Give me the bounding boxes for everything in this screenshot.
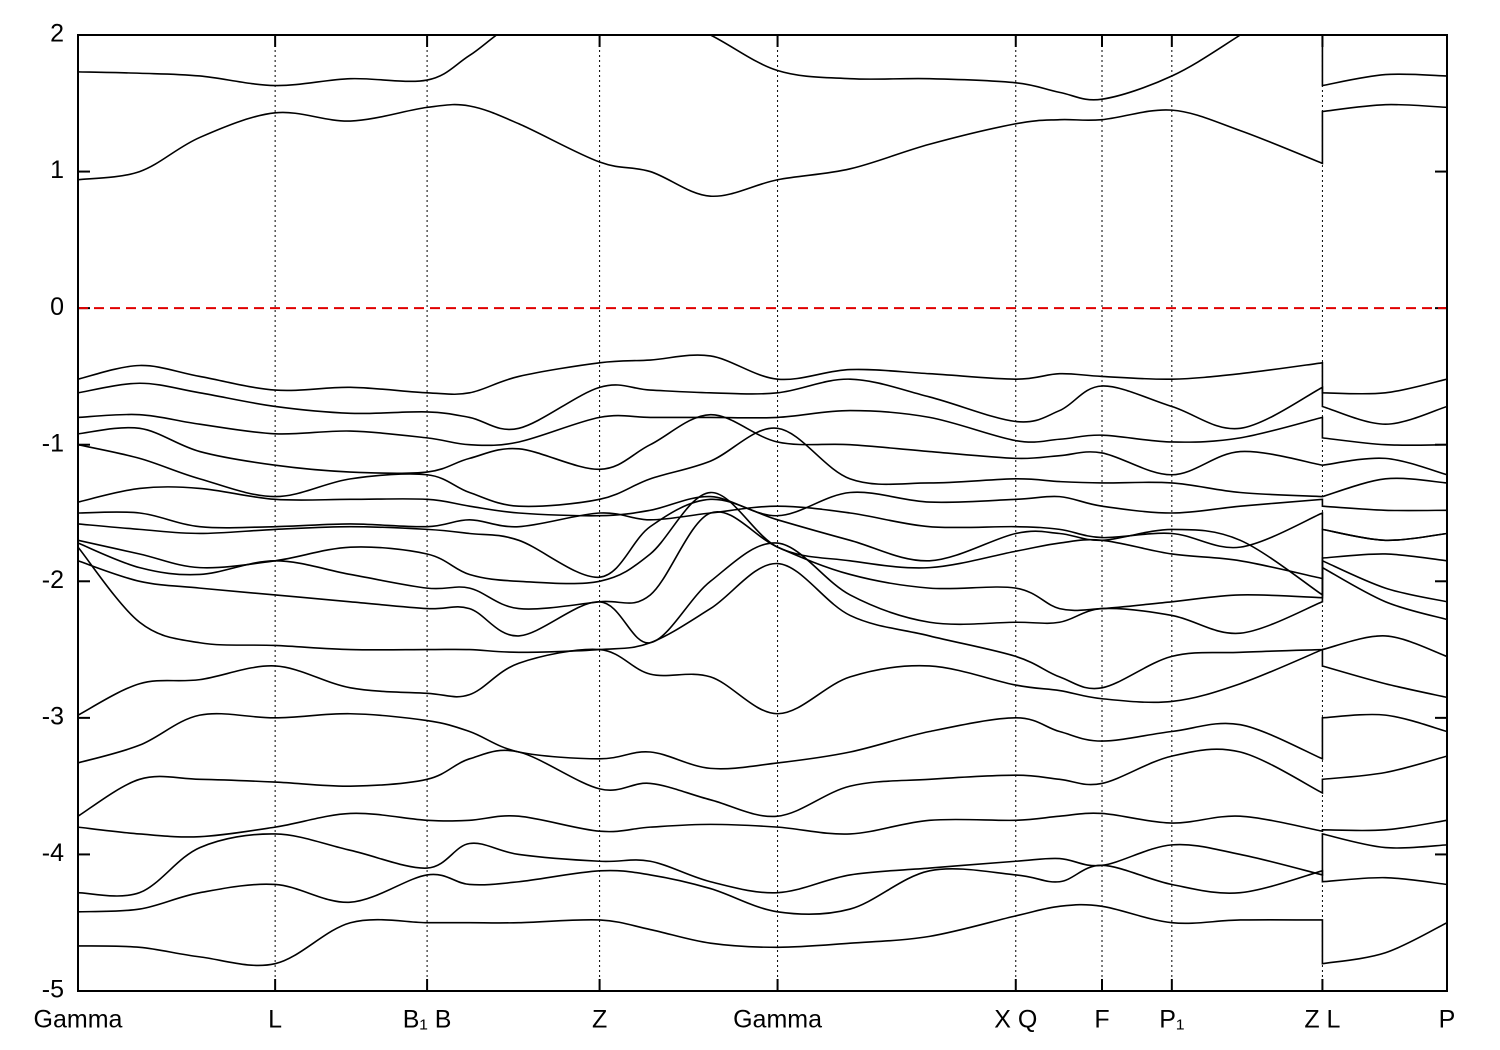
band-line (78, 354, 1447, 396)
band-line (78, 486, 1447, 517)
x-tick-label: L (268, 1006, 282, 1034)
band-line (78, 510, 1447, 612)
band-line (78, 103, 1447, 197)
band-line (78, 427, 1447, 508)
band-line (78, 409, 1447, 447)
x-tick-label: Gamma (34, 1006, 123, 1034)
y-tick-label: 1 (50, 156, 64, 184)
y-tick-label: 0 (50, 293, 64, 321)
x-tick-label: B₁ B (403, 1006, 452, 1034)
plot-frame (77, 34, 1448, 992)
band-line (78, 546, 1447, 690)
band-line (78, 712, 1447, 770)
axis-labels: -5 -4 -3 -2 -1 0 1 2 Gamma L B₁ B Z Gamma X Q F P₁ Z L P (34, 20, 1456, 1034)
band-line (78, 864, 1447, 916)
y-tick-label: -2 (42, 566, 64, 594)
band-line (78, 378, 1447, 431)
bands (78, 35, 1447, 967)
band-line (78, 832, 1447, 897)
y-tick-label: 2 (50, 20, 64, 48)
x-tick-label: P (1439, 1006, 1456, 1034)
band-line (78, 491, 1447, 585)
x-tick-label: Z L (1304, 1006, 1340, 1034)
x-tick-label: X Q (994, 1006, 1037, 1034)
band-line (78, 903, 1447, 967)
band-line (78, 35, 1447, 101)
band-line (78, 648, 1447, 716)
band-line (78, 812, 1447, 838)
band-line (78, 748, 1447, 818)
y-tick-label: -5 (42, 976, 64, 1004)
y-tick-label: -4 (42, 839, 64, 867)
band-line (78, 413, 1447, 476)
band-line (78, 498, 1447, 597)
y-tick-label: -3 (42, 702, 64, 730)
x-tick-label: F (1094, 1006, 1109, 1034)
y-tick-label: -1 (42, 429, 64, 457)
x-tick-label: Z (592, 1006, 607, 1034)
band-line (78, 542, 1447, 644)
x-tick-label: Gamma (733, 1006, 822, 1034)
x-tick-label: P₁ (1159, 1006, 1184, 1034)
band-line (78, 505, 1447, 549)
